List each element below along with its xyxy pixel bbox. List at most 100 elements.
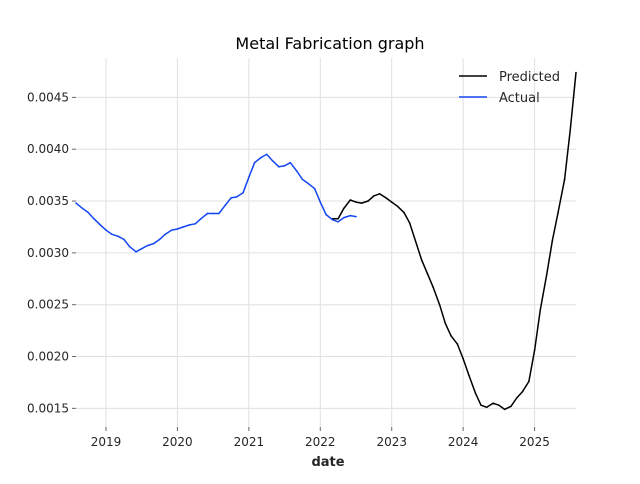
- x-tick-label: 2025: [519, 435, 550, 449]
- x-tick-label: 2023: [376, 435, 407, 449]
- predicted-data-point: [432, 286, 434, 288]
- actual-data-point: [343, 216, 345, 219]
- predicted-data-point: [390, 201, 393, 203]
- y-tick-label: 0.0015: [27, 401, 69, 415]
- predicted-data-point: [414, 239, 417, 242]
- predicted-data-point: [545, 273, 548, 276]
- predicted-data-point: [349, 199, 352, 201]
- actual-data-point: [313, 187, 316, 190]
- predicted-data-point: [575, 71, 577, 74]
- legend: Predicted Actual: [459, 70, 560, 106]
- predicted-data-point: [569, 128, 572, 131]
- predicted-data-point: [343, 207, 345, 210]
- predicted-data-point: [533, 349, 536, 352]
- actual-data-point: [218, 212, 220, 215]
- predicted-data-point: [360, 202, 363, 204]
- actual-data-point: [123, 238, 125, 241]
- legend-label-predicted: Predicted: [499, 70, 560, 85]
- series-layer: [75, 71, 577, 411]
- actual-data-point: [188, 224, 191, 226]
- predicted-data-point: [485, 406, 488, 409]
- actual-data-point: [212, 212, 214, 215]
- actual-data-point: [230, 197, 232, 199]
- actual-data-point: [153, 242, 155, 245]
- predicted-data-point: [551, 239, 554, 242]
- predicted-data-point: [355, 201, 357, 203]
- actual-data-point: [307, 182, 309, 185]
- legend-label-actual: Actual: [499, 91, 540, 106]
- predicted-data-point: [373, 195, 375, 197]
- actual-data-point: [182, 226, 184, 228]
- actual-data-point: [158, 238, 161, 241]
- predicted-series-line: [332, 72, 577, 411]
- x-tick-label: 2019: [91, 435, 122, 449]
- actual-data-point: [295, 170, 298, 172]
- predicted-data-point: [456, 343, 459, 345]
- actual-data-point: [81, 207, 84, 210]
- actual-data-point: [176, 228, 179, 230]
- actual-data-point: [105, 229, 107, 231]
- predicted-data-point: [367, 200, 369, 202]
- actual-data-point: [278, 166, 280, 168]
- y-tick-label: 0.0030: [27, 246, 69, 260]
- predicted-data-point: [385, 197, 387, 199]
- predicted-data-point: [462, 357, 464, 360]
- chart-title: Metal Fabrication graph: [235, 34, 424, 53]
- actual-data-point: [260, 156, 262, 159]
- y-tick-label: 0.0035: [27, 194, 69, 208]
- predicted-data-point: [426, 272, 429, 275]
- actual-data-point: [271, 159, 274, 162]
- actual-data-point: [253, 161, 256, 164]
- predicted-data-point: [557, 211, 559, 214]
- actual-data-point: [224, 204, 227, 206]
- actual-data-point: [128, 245, 131, 248]
- x-axis-label: date: [311, 455, 344, 470]
- predicted-data-point: [403, 211, 405, 214]
- actual-data-point: [337, 220, 339, 223]
- grid-layer: [76, 58, 576, 427]
- predicted-data-point: [420, 259, 423, 261]
- actual-data-point: [325, 213, 327, 216]
- predicted-data-point: [521, 390, 524, 393]
- predicted-data-point: [528, 380, 530, 383]
- x-tick-label: 2024: [448, 435, 479, 449]
- actual-data-point: [200, 217, 202, 220]
- predicted-data-point: [563, 178, 566, 181]
- actual-data-point: [206, 212, 209, 215]
- predicted-data-point: [510, 405, 512, 408]
- y-tick-label: 0.0045: [27, 90, 69, 104]
- predicted-data-point: [480, 404, 482, 407]
- predicted-data-point: [492, 402, 494, 404]
- axis-layer: 2019 2020 2021 2022 2023 2024 2025 0.0015 0.0020…: [27, 90, 550, 449]
- x-tick-label: 2021: [234, 435, 265, 449]
- actual-data-point: [93, 217, 95, 220]
- predicted-data-point: [474, 391, 477, 394]
- actual-data-point: [170, 229, 173, 231]
- actual-data-point: [146, 244, 149, 247]
- actual-data-point: [135, 251, 137, 253]
- predicted-data-point: [503, 408, 506, 411]
- predicted-data-point: [468, 374, 470, 376]
- predicted-data-point: [396, 205, 399, 208]
- y-tick-label: 0.0020: [27, 350, 69, 364]
- actual-data-point: [331, 218, 334, 221]
- predicted-data-point: [498, 404, 500, 407]
- actual-data-point: [355, 215, 357, 218]
- actual-data-point: [283, 164, 286, 167]
- predicted-data-point: [450, 334, 452, 337]
- y-tick-label: 0.0025: [27, 298, 69, 312]
- actual-data-point: [110, 233, 113, 236]
- actual-data-point: [301, 178, 304, 181]
- actual-data-point: [242, 191, 244, 194]
- actual-data-point: [194, 223, 197, 225]
- actual-data-point: [235, 196, 238, 198]
- y-tick-label: 0.0040: [27, 142, 69, 156]
- actual-data-point: [117, 235, 119, 238]
- x-tick-label: 2020: [162, 435, 193, 449]
- predicted-data-point: [515, 397, 518, 399]
- actual-data-point: [140, 247, 143, 250]
- actual-data-point: [349, 214, 352, 217]
- predicted-data-point: [438, 303, 441, 306]
- actual-data-point: [265, 153, 268, 156]
